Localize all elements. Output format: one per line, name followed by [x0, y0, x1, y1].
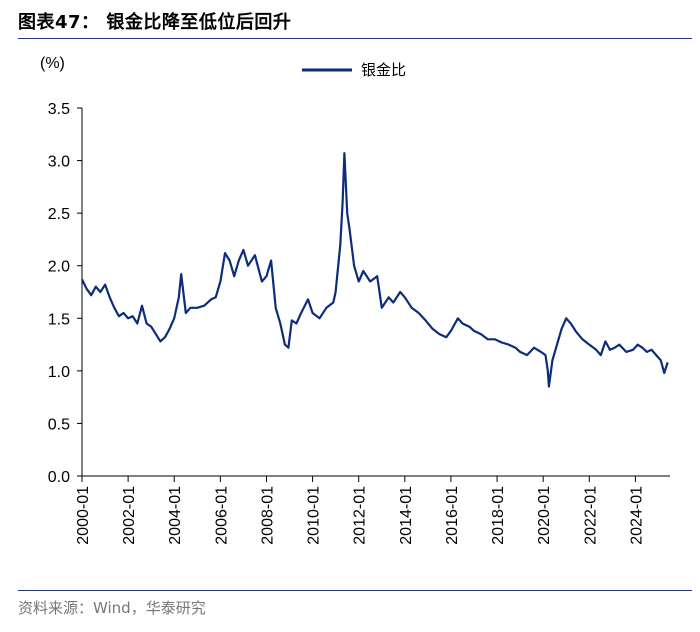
y-tick-label: 1.5 [48, 311, 70, 328]
title-divider [18, 38, 692, 39]
x-tick-label: 2020-01 [536, 486, 553, 545]
y-tick-label: 2.0 [48, 259, 70, 276]
x-tick-label: 2018-01 [490, 486, 507, 545]
line-chart: (%) 银金比 0.0 0.5 1.0 1.5 2.0 2.5 3.0 3.5 2000-01… [40, 55, 670, 545]
x-tick-label: 2004-01 [167, 486, 184, 545]
y-tick-label: 0.5 [48, 416, 70, 433]
x-tick-label: 2008-01 [259, 486, 276, 545]
source-note: 资料来源：Wind，华泰研究 [18, 599, 206, 617]
x-tick-label: 2010-01 [306, 486, 323, 545]
x-tick-label: 2012-01 [352, 486, 369, 545]
x-tick-label: 2022-01 [582, 486, 599, 545]
x-tick-label: 2000-01 [75, 486, 92, 545]
x-tick-label: 2024-01 [628, 486, 645, 545]
y-tick-label: 3.5 [48, 101, 70, 118]
x-tick-label: 2014-01 [398, 486, 415, 545]
footer-divider [18, 590, 692, 591]
x-tick-label: 2016-01 [444, 486, 461, 545]
y-tick-label: 2.5 [48, 206, 70, 223]
x-tick-label: 2006-01 [213, 486, 230, 545]
x-tick-label: 2002-01 [121, 486, 138, 545]
chart-title: 图表47： 银金比降至低位后回升 [18, 12, 292, 33]
legend: 银金比 [302, 61, 406, 79]
y-axis-unit-label: (%) [40, 55, 65, 72]
y-tick-label: 3.0 [48, 154, 70, 171]
legend-entry: 银金比 [361, 61, 406, 79]
series-line-0 [81, 152, 669, 388]
y-tick-label: 1.0 [48, 364, 70, 381]
y-tick-label: 0.0 [48, 469, 70, 486]
